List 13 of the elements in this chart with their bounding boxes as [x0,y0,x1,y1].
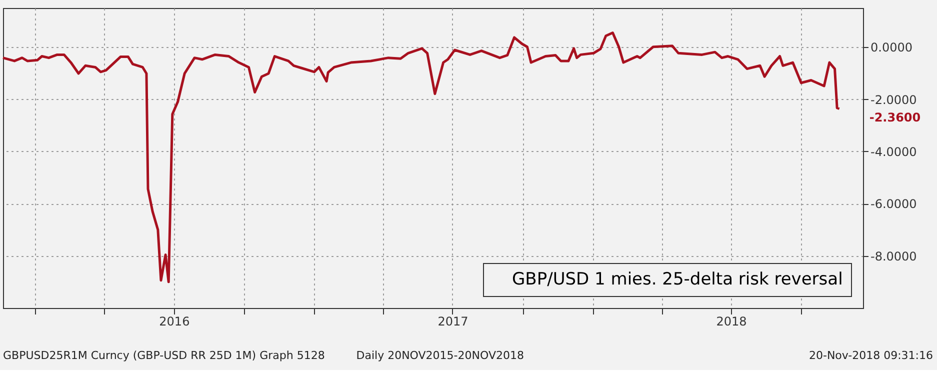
annotation: -2.3600 [869,110,921,125]
text: Daily 20NOV2015-20NOV2018 [356,349,524,362]
x-tick-label: 2016 [159,314,190,328]
y-tick-label: -4.0000 [870,144,917,159]
y-tick-label: 0.0000 [870,40,912,55]
y-tick-label: -8.0000 [870,249,917,264]
text: GBP/USD 1 mies. 25-delta risk reversal [512,270,843,290]
x-tick-label: 2018 [716,314,747,328]
x-tick-label: 2017 [438,314,468,328]
text: 20-Nov-2018 09:31:16 [808,349,933,362]
y-tick-label: -2.0000 [870,92,917,107]
y-tick-label: -6.0000 [870,197,917,212]
text: GBPUSD25R1M Curncy (GBP-USD RR 25D 1M) Graph 5128 [3,349,325,362]
